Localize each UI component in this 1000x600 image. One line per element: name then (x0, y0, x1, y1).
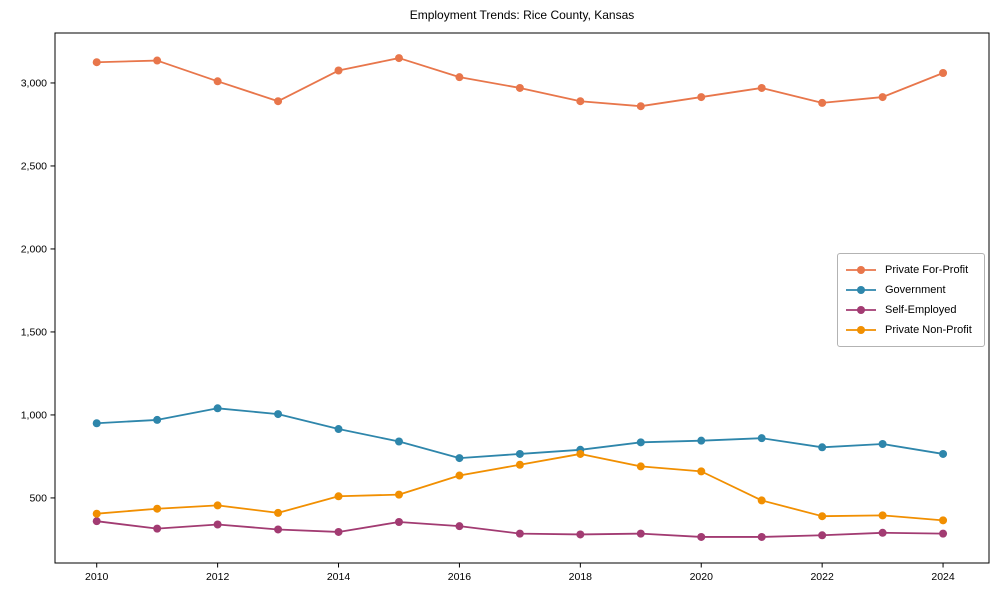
data-point-private-non-profit-2010 (92, 509, 101, 518)
data-point-government-2012 (213, 404, 222, 413)
data-point-private-for-profit-2013 (274, 97, 283, 106)
data-point-private-for-profit-2014 (334, 66, 343, 75)
legend-swatch-line-marker-icon (846, 266, 876, 274)
data-point-private-for-profit-2012 (213, 77, 222, 86)
data-point-private-non-profit-2022 (818, 512, 827, 521)
legend-swatch-line-marker-icon (846, 286, 876, 294)
y-tick-label: 1,500 (21, 326, 47, 338)
data-point-private-non-profit-2012 (213, 501, 222, 510)
data-point-private-for-profit-2010 (92, 58, 101, 67)
data-point-private-for-profit-2017 (515, 83, 524, 92)
legend-item-private-non-profit: Private Non-Profit (845, 320, 976, 340)
data-point-self-employed-2012 (213, 520, 222, 529)
legend-label: Self-Employed (885, 304, 957, 316)
data-point-self-employed-2018 (576, 530, 585, 539)
plot-frame (54, 32, 990, 564)
data-point-government-2010 (92, 419, 101, 428)
series-government (92, 404, 948, 463)
data-point-self-employed-2010 (92, 517, 101, 526)
data-point-government-2017 (515, 449, 524, 458)
legend-label: Private For-Profit (885, 264, 969, 276)
y-tick-label: 3,000 (21, 77, 47, 89)
x-tick-label: 2022 (810, 571, 834, 583)
data-point-private-for-profit-2023 (878, 93, 887, 102)
data-point-self-employed-2023 (878, 528, 887, 537)
data-point-private-for-profit-2020 (697, 93, 706, 102)
x-tick-label: 2020 (690, 571, 714, 583)
y-tick-label: 2,000 (21, 243, 47, 255)
series-line-private-for-profit (96, 57, 944, 108)
data-point-private-non-profit-2013 (274, 508, 283, 517)
data-point-private-for-profit-2024 (939, 69, 948, 78)
data-point-private-non-profit-2019 (636, 462, 645, 471)
series-self-employed (92, 517, 948, 541)
data-point-private-for-profit-2016 (455, 73, 464, 82)
data-point-government-2020 (697, 436, 706, 445)
data-point-self-employed-2014 (334, 527, 343, 536)
data-point-private-non-profit-2014 (334, 492, 343, 501)
legend-item-self-employed: Self-Employed (845, 300, 976, 320)
data-point-self-employed-2011 (153, 524, 162, 533)
data-point-government-2019 (636, 438, 645, 447)
data-point-self-employed-2016 (455, 522, 464, 531)
data-point-self-employed-2021 (757, 532, 766, 541)
data-point-government-2023 (878, 439, 887, 448)
x-tick-label: 2024 (931, 571, 955, 583)
y-tick-label: 500 (29, 492, 47, 504)
data-point-government-2015 (394, 437, 403, 446)
y-tick-label: 1,000 (21, 409, 47, 421)
data-point-private-non-profit-2011 (153, 504, 162, 513)
x-tick-label: 2010 (85, 571, 109, 583)
data-point-self-employed-2015 (394, 518, 403, 527)
data-point-government-2013 (274, 410, 283, 419)
series-private-for-profit (92, 54, 948, 111)
data-point-government-2016 (455, 454, 464, 463)
data-point-private-non-profit-2015 (394, 490, 403, 499)
chart-title: Employment Trends: Rice County, Kansas (409, 8, 635, 22)
data-point-self-employed-2019 (636, 529, 645, 538)
data-point-self-employed-2017 (515, 529, 524, 538)
data-point-private-non-profit-2016 (455, 471, 464, 480)
x-axis: 2010 2012 2014 2016 2018 2020 2022 2024 (85, 563, 955, 583)
legend-label: Private Non-Profit (885, 324, 972, 336)
legend-swatch-line-marker-icon (846, 326, 876, 334)
data-point-government-2014 (334, 425, 343, 434)
data-point-government-2024 (939, 449, 948, 458)
data-point-self-employed-2024 (939, 529, 948, 538)
data-point-private-for-profit-2022 (818, 98, 827, 107)
x-tick-label: 2018 (569, 571, 593, 583)
data-point-private-non-profit-2021 (757, 496, 766, 505)
data-point-private-for-profit-2011 (153, 56, 162, 65)
data-point-self-employed-2020 (697, 532, 706, 541)
legend-item-government: Government (845, 280, 976, 300)
data-point-government-2011 (153, 415, 162, 424)
data-point-private-for-profit-2015 (394, 54, 403, 63)
legend-swatch-line-marker-icon (846, 306, 876, 314)
data-point-private-for-profit-2021 (757, 83, 766, 92)
x-tick-label: 2012 (206, 571, 230, 583)
data-point-private-for-profit-2019 (636, 102, 645, 111)
data-point-private-non-profit-2024 (939, 516, 948, 525)
series-private-non-profit (92, 449, 948, 525)
data-point-private-for-profit-2018 (576, 97, 585, 106)
y-axis: 500 1,000 1,500 2,000 2,500 3,000 (21, 77, 55, 504)
data-point-private-non-profit-2020 (697, 467, 706, 476)
data-point-private-non-profit-2017 (515, 460, 524, 469)
y-tick-label: 2,500 (21, 160, 47, 172)
chart-legend: Private For-Profit Government Self-Emplo… (837, 253, 985, 347)
legend-item-private-for-profit: Private For-Profit (845, 260, 976, 280)
x-tick-label: 2016 (448, 571, 472, 583)
legend-label: Government (885, 284, 946, 296)
x-tick-label: 2014 (327, 571, 351, 583)
data-point-private-non-profit-2018 (576, 449, 585, 458)
data-point-government-2021 (757, 434, 766, 443)
data-point-self-employed-2013 (274, 525, 283, 534)
data-point-private-non-profit-2023 (878, 511, 887, 520)
data-point-government-2022 (818, 443, 827, 452)
data-point-self-employed-2022 (818, 531, 827, 540)
